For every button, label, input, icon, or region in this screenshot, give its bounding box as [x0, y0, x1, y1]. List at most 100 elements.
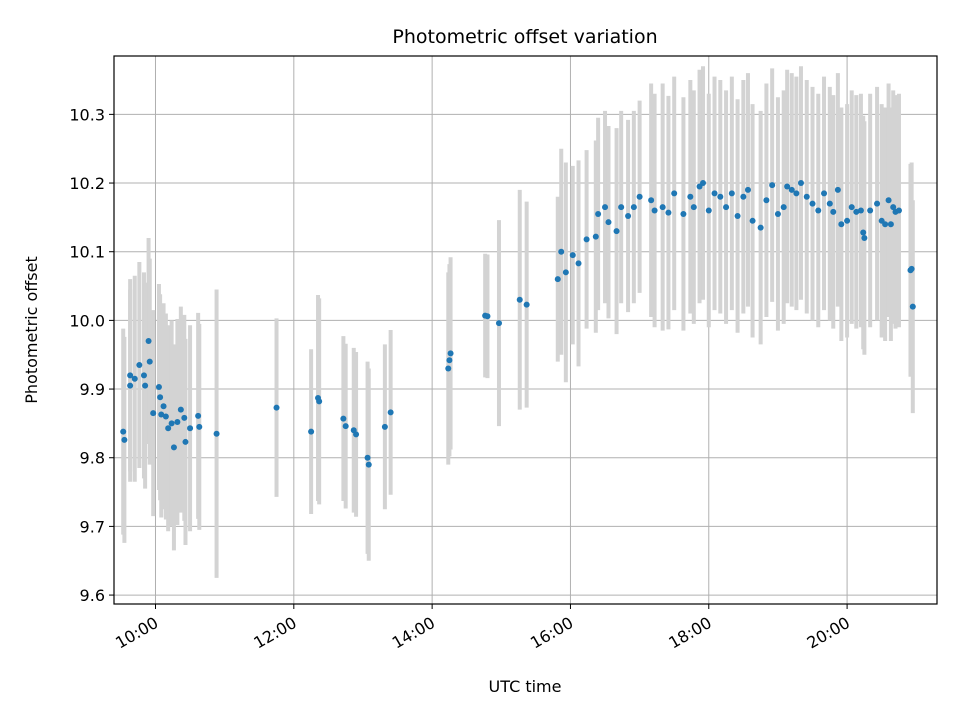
data-point [885, 197, 892, 204]
data-point [860, 229, 867, 236]
y-tick-label: 10.1 [69, 243, 105, 262]
data-point [316, 398, 323, 405]
data-point [196, 423, 203, 430]
data-point [155, 383, 162, 390]
data-point [177, 406, 184, 413]
data-point [680, 210, 687, 217]
data-point [803, 193, 810, 200]
data-point [882, 221, 889, 228]
y-tick-label: 9.8 [80, 449, 105, 468]
x-tick-label: 12:00 [250, 613, 299, 653]
data-point [909, 303, 916, 310]
data-point [182, 438, 189, 445]
data-point [602, 204, 609, 211]
data-point [131, 375, 138, 382]
data-point [717, 193, 724, 200]
data-point [165, 425, 172, 432]
data-point [605, 219, 612, 226]
data-point [145, 337, 152, 344]
data-point [447, 350, 454, 357]
data-point [844, 217, 851, 224]
data-point [381, 423, 388, 430]
data-point [387, 409, 394, 416]
data-point [365, 461, 372, 468]
data-point [558, 248, 565, 255]
data-point [734, 213, 741, 220]
y-tick-label: 9.9 [80, 380, 105, 399]
data-point [157, 394, 164, 401]
data-point [749, 217, 756, 224]
data-point [711, 190, 718, 197]
data-point [887, 221, 894, 228]
data-point [575, 260, 582, 267]
data-point [848, 204, 855, 211]
data-point [150, 410, 157, 417]
data-point [516, 296, 523, 303]
data-point [340, 415, 347, 422]
data-point [592, 233, 599, 240]
data-point [769, 182, 776, 189]
data-point [121, 436, 128, 443]
data-point [174, 419, 181, 426]
data-point [308, 428, 315, 435]
data-point [595, 210, 602, 217]
data-point [874, 200, 881, 207]
data-point [569, 252, 576, 259]
y-tick-label: 9.6 [80, 586, 105, 605]
data-point [630, 204, 637, 211]
data-point [744, 186, 751, 193]
y-tick-label: 9.7 [80, 517, 105, 536]
data-point [671, 190, 678, 197]
data-point [857, 207, 864, 214]
data-point [158, 411, 165, 418]
data-point [797, 180, 804, 187]
data-point [830, 208, 837, 215]
y-tick-label: 10.2 [69, 174, 105, 193]
data-point [788, 186, 795, 193]
data-point [793, 190, 800, 197]
data-point [583, 236, 590, 243]
data-point [740, 193, 747, 200]
data-point [648, 197, 655, 204]
data-point [523, 301, 530, 308]
data-point [495, 320, 502, 327]
data-point [821, 190, 828, 197]
data-point [853, 208, 860, 215]
y-axis-label: Photometric offset [22, 256, 41, 404]
data-point [636, 193, 643, 200]
data-point [867, 207, 874, 214]
data-point [834, 186, 841, 193]
data-point [908, 265, 915, 272]
data-point [170, 444, 177, 451]
data-point [651, 207, 658, 214]
data-point [484, 313, 491, 320]
data-point [690, 204, 697, 211]
data-point [838, 221, 845, 228]
data-point [723, 204, 730, 211]
plot-frame [113, 55, 938, 605]
data-point [890, 204, 897, 211]
data-point [195, 412, 202, 419]
x-tick-label: 16:00 [527, 613, 576, 653]
data-point [273, 404, 280, 411]
data-point [625, 213, 632, 220]
data-point [705, 207, 712, 214]
x-tick-label: 20:00 [804, 613, 853, 653]
data-point [364, 454, 371, 461]
data-point [127, 372, 134, 379]
data-point [187, 425, 194, 432]
data-point [687, 193, 694, 200]
data-point [665, 209, 672, 216]
data-point [826, 200, 833, 207]
data-point [763, 197, 770, 204]
data-point [774, 210, 781, 217]
data-point [613, 228, 620, 235]
data-point [142, 382, 149, 389]
data-point [213, 430, 220, 437]
x-axis-label: UTC time [489, 677, 562, 696]
chart-title: Photometric offset variation [392, 26, 657, 48]
data-point [120, 428, 127, 435]
data-point [757, 224, 764, 231]
data-point [562, 269, 569, 276]
data-point [136, 362, 143, 369]
